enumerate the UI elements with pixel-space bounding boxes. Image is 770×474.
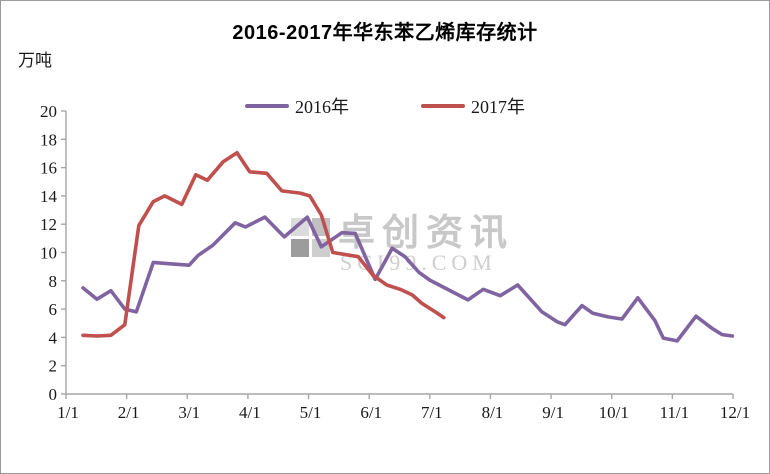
x-axis-tick-label: 1/1	[57, 403, 79, 422]
x-axis-tick-label: 8/1	[482, 403, 504, 422]
y-axis-tick-label: 4	[49, 328, 58, 347]
series-line-2017	[81, 150, 446, 338]
y-axis-tick-label: 2	[49, 357, 58, 376]
y-axis-tick-label: 12	[40, 215, 57, 234]
legend-item-2017: 2017年	[421, 93, 525, 119]
x-axis-tick-label: 10/1	[599, 403, 629, 422]
legend: 2016年 2017年	[0, 93, 770, 119]
legend-line-2016-swatch	[245, 104, 289, 108]
chart-title: 2016-2017年华东苯乙烯库存统计	[232, 22, 538, 44]
x-axis-tick-label: 2/1	[118, 403, 140, 422]
legend-label-2017: 2017年	[471, 97, 525, 117]
y-axis-tick-label: 16	[40, 159, 57, 178]
y-axis-tick-label: 6	[49, 300, 58, 319]
y-axis-tick-label: 14	[40, 187, 58, 206]
y-axis-tick-label: 18	[40, 130, 57, 149]
x-axis-tick-label: 11/1	[660, 403, 690, 422]
watermark-logo-square	[291, 218, 309, 236]
watermark-domain-text: SCI99.COM	[340, 250, 497, 275]
watermark: 卓创资讯 SCI99.COM	[291, 214, 514, 274]
y-axis-tick-label: 20	[40, 102, 57, 121]
y-axis-tick-label: 8	[49, 272, 58, 291]
x-axis-tick-label: 4/1	[239, 403, 261, 422]
watermark-brand-text: 卓创资讯	[338, 212, 514, 253]
y-axis-tick-label: 0	[49, 385, 58, 404]
x-axis-tick-label: 7/1	[421, 403, 443, 422]
x-axis-tick-label: 12/1	[720, 403, 750, 422]
x-axis-tick-label: 9/1	[542, 403, 564, 422]
y-axis-unit-label: 万吨	[18, 51, 52, 70]
x-axis-tick-label: 5/1	[300, 403, 322, 422]
series-line-2016	[81, 215, 735, 343]
legend-item-2016: 2016年	[245, 93, 349, 119]
y-axis-tick-label: 10	[40, 244, 57, 263]
watermark-logo-square	[291, 239, 309, 257]
x-axis-tick-label: 6/1	[360, 403, 382, 422]
legend-label-2016: 2016年	[295, 97, 349, 117]
legend-line-2017-swatch	[421, 104, 465, 108]
x-axis-tick-label: 3/1	[178, 403, 200, 422]
